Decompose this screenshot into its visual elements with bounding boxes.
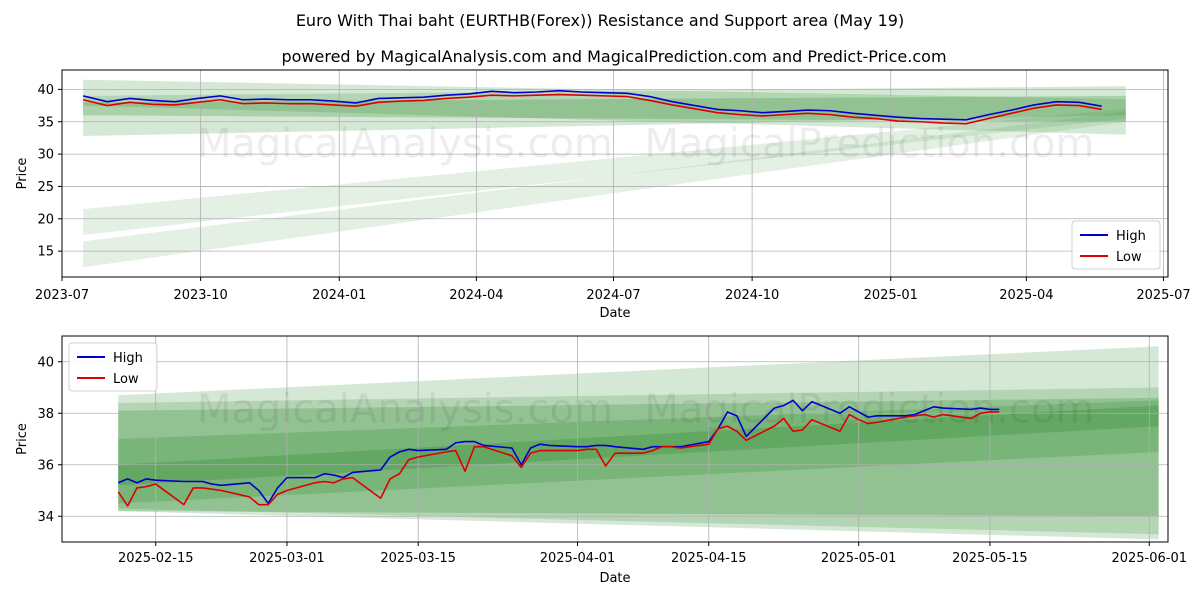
bottom-y-axis-label: Price xyxy=(15,423,30,455)
bottom-band-3 xyxy=(118,400,1159,504)
top-y-tick-label-4: 35 xyxy=(37,115,54,130)
bottom-band-2 xyxy=(118,397,1159,517)
bottom-y-tick-label-0: 34 xyxy=(37,510,54,525)
top-y-tick-label-0: 15 xyxy=(37,245,54,260)
top-band-1 xyxy=(83,86,1126,135)
top-watermark-left: MagicalAnalysis.com xyxy=(197,121,613,167)
bottom-band-0 xyxy=(118,346,1159,540)
top-x-tick-label-2: 2024-01 xyxy=(312,288,366,303)
top-band-3 xyxy=(83,108,1126,235)
top-x-tick-label-7: 2025-04 xyxy=(999,288,1053,303)
top-x-tick-label-3: 2024-04 xyxy=(449,288,503,303)
bottom-x-tick-label-0: 2025-02-15 xyxy=(118,551,194,566)
bottom-band-1 xyxy=(118,387,1159,535)
top-series-high xyxy=(82,89,1102,121)
top-x-tick-label-0: 2023-07 xyxy=(35,288,89,303)
top-y-tick-label-1: 20 xyxy=(37,212,54,227)
top-y-tick-label-5: 40 xyxy=(37,83,54,98)
top-x-tick-label-5: 2024-10 xyxy=(725,288,779,303)
bottom-band-4 xyxy=(118,405,1159,486)
bottom-axes-frame xyxy=(61,335,1169,543)
top-x-axis-label: Date xyxy=(599,306,630,321)
bottom-y-tick-label-1: 36 xyxy=(37,458,54,473)
bottom-legend: High Low xyxy=(68,342,158,392)
chart-title: Euro With Thai baht (EURTHB(Forex)) Resi… xyxy=(296,11,904,30)
bottom-chart-panel: MagicalAnalysis.com MagicalPrediction.com… xyxy=(15,335,1187,586)
bottom-x-axis-label: Date xyxy=(599,571,630,586)
chart-subtitle: powered by MagicalAnalysis.com and Magic… xyxy=(281,47,946,66)
top-x-tick-label-1: 2023-10 xyxy=(173,288,227,303)
top-chart-panel: MagicalAnalysis.com MagicalPrediction.com… xyxy=(15,69,1191,321)
top-legend-label-high: High xyxy=(1116,229,1146,244)
top-series-low xyxy=(82,93,1102,125)
bottom-legend-label-high: High xyxy=(113,351,143,366)
top-y-tick-label-2: 25 xyxy=(37,180,54,195)
bottom-watermark-right: MagicalPrediction.com xyxy=(644,387,1094,433)
bottom-x-tick-label-5: 2025-05-01 xyxy=(821,551,897,566)
bottom-series-high xyxy=(117,399,1000,505)
top-plot-area: MagicalAnalysis.com MagicalPrediction.com xyxy=(62,70,1168,277)
bottom-plot-area: MagicalAnalysis.com MagicalPrediction.com xyxy=(62,336,1168,542)
bottom-y-tick-label-3: 40 xyxy=(37,355,54,370)
top-y-axis-label: Price xyxy=(15,158,30,190)
top-watermark-right: MagicalPrediction.com xyxy=(644,121,1094,167)
bottom-watermark-left: MagicalAnalysis.com xyxy=(197,387,613,433)
bottom-x-tick-label-1: 2025-03-01 xyxy=(249,551,325,566)
bottom-series-low xyxy=(117,411,1000,507)
top-x-tick-label-4: 2024-07 xyxy=(586,288,640,303)
top-legend: High Low xyxy=(1071,220,1161,270)
top-legend-label-low: Low xyxy=(1116,250,1142,265)
top-x-tick-label-8: 2025-07 xyxy=(1136,288,1190,303)
bottom-y-tick-label-2: 38 xyxy=(37,407,54,422)
top-x-tick-label-6: 2025-01 xyxy=(864,288,918,303)
bottom-legend-label-low: Low xyxy=(113,372,139,387)
bottom-x-tick-label-2: 2025-03-15 xyxy=(380,551,456,566)
top-band-4 xyxy=(83,112,1126,268)
top-axes-frame xyxy=(61,69,1169,278)
bottom-x-tick-label-3: 2025-04-01 xyxy=(540,551,616,566)
bottom-x-tick-label-7: 2025-06-01 xyxy=(1111,551,1187,566)
bottom-x-tick-label-6: 2025-05-15 xyxy=(952,551,1028,566)
bottom-x-tick-label-4: 2025-04-15 xyxy=(671,551,747,566)
top-y-tick-label-3: 30 xyxy=(37,148,54,163)
